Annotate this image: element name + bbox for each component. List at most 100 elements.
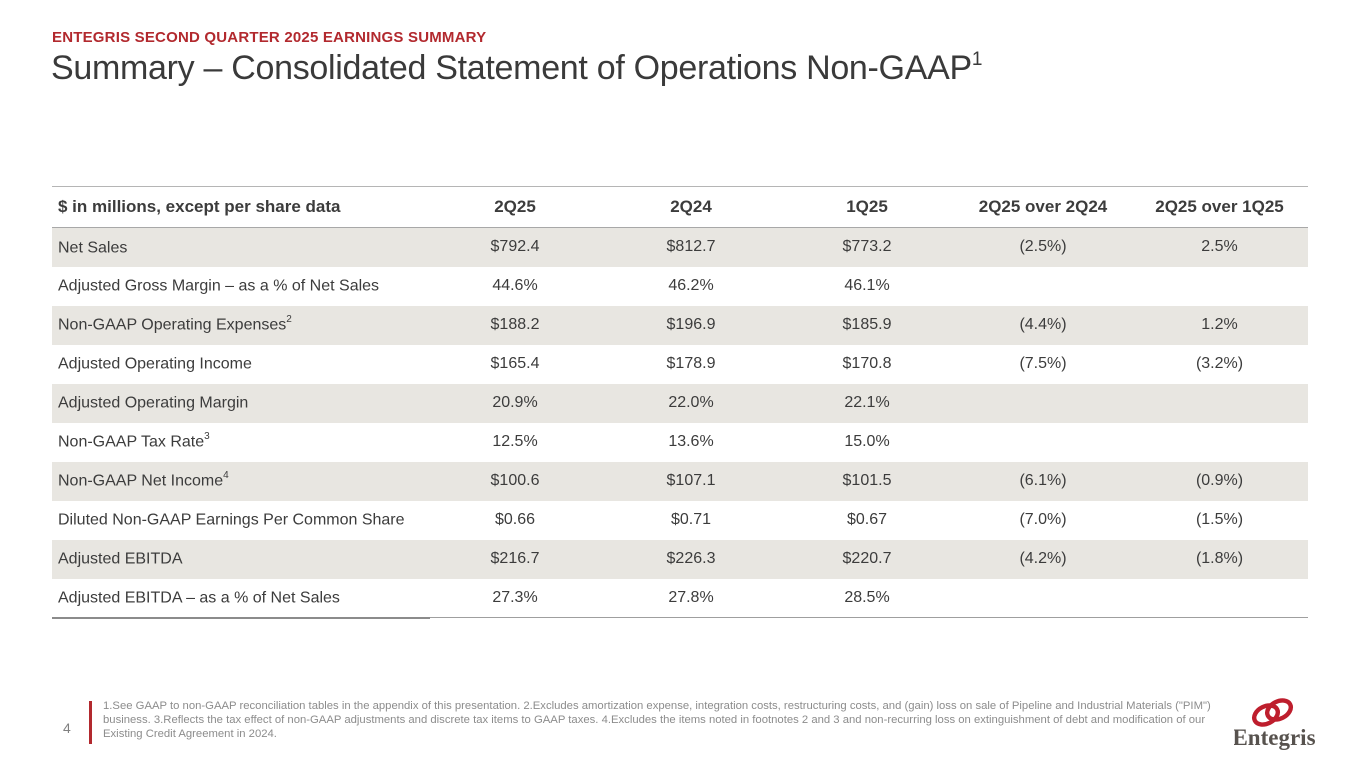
row-label-cell: Diluted Non-GAAP Earnings Per Common Sha… bbox=[52, 501, 427, 540]
cell-2q24: $812.7 bbox=[666, 238, 716, 256]
cell-2q25: $100.6 bbox=[490, 472, 540, 489]
entegris-wordmark: Entegris bbox=[1234, 725, 1316, 750]
cell-1q25: $773.2 bbox=[842, 238, 892, 256]
cell-2q24: $0.71 bbox=[670, 511, 712, 528]
cell-1q25: $185.9 bbox=[842, 316, 892, 333]
table-row: Adjusted Operating Income $165.4 $178.9 … bbox=[52, 345, 1308, 384]
row-label: Adjusted Operating Income bbox=[58, 355, 252, 373]
cell-1q25: 46.1% bbox=[844, 277, 890, 294]
table-header-row: $ in millions, except per share data 2Q2… bbox=[52, 186, 1308, 228]
cell-2q24: $107.1 bbox=[666, 472, 716, 489]
row-label: Adjusted Gross Margin – as a % of Net Sa… bbox=[58, 277, 380, 295]
row-label-cell: Adjusted EBITDA – as a % of Net Sales bbox=[52, 578, 427, 618]
statement-of-operations-table: $ in millions, except per share data 2Q2… bbox=[52, 186, 1308, 618]
footnotes-text: 1.See GAAP to non-GAAP reconciliation ta… bbox=[103, 700, 1211, 740]
cell-2q25: $188.2 bbox=[490, 316, 540, 333]
cell-qoq bbox=[1131, 267, 1308, 306]
cell-2q25: $792.4 bbox=[490, 238, 540, 256]
financial-summary-table: $ in millions, except per share data 2Q2… bbox=[52, 186, 1308, 619]
cell-2q25: $216.7 bbox=[490, 550, 540, 567]
footer-accent-bar bbox=[89, 701, 92, 744]
table-row: Non-GAAP Tax Rate3 12.5% 13.6% 15.0% bbox=[52, 423, 1308, 462]
cell-yoy bbox=[955, 578, 1131, 618]
page-number: 4 bbox=[63, 720, 71, 736]
footnote-ref: 4 bbox=[223, 470, 229, 482]
cell-qoq bbox=[1131, 423, 1308, 462]
row-label: Adjusted EBITDA – as a % of Net Sales bbox=[58, 589, 340, 607]
row-label-cell: Adjusted Operating Margin bbox=[52, 384, 427, 423]
cell-2q24: 27.8% bbox=[603, 578, 779, 618]
table-row: Adjusted EBITDA $216.7 $226.3 $220.7 (4.… bbox=[52, 539, 1308, 579]
cell-2q25: 12.5% bbox=[492, 433, 538, 450]
cell-2q24: 46.2% bbox=[668, 277, 714, 294]
table-row: Adjusted EBITDA – as a % of Net Sales 27… bbox=[52, 578, 1308, 618]
cell-qoq: (1.8%) bbox=[1195, 550, 1244, 567]
cell-2q24: $226.3 bbox=[666, 550, 716, 567]
cell-1q25: $101.5 bbox=[842, 472, 892, 489]
cell-yoy: (6.1%) bbox=[1019, 472, 1067, 489]
cell-qoq: 2.5% bbox=[1201, 238, 1238, 256]
eyebrow-heading: ENTEGRIS SECOND QUARTER 2025 EARNINGS SU… bbox=[52, 29, 487, 46]
cell-yoy bbox=[955, 384, 1131, 423]
row-label-cell: Non-GAAP Operating Expenses2 bbox=[52, 306, 427, 345]
cell-2q25: 27.3% bbox=[427, 578, 603, 618]
cell-qoq bbox=[1131, 578, 1308, 618]
row-label-cell: Non-GAAP Net Income4 bbox=[52, 462, 427, 501]
row-label: Non-GAAP Operating Expenses bbox=[58, 316, 287, 334]
entegris-logo: Entegris bbox=[1232, 698, 1318, 752]
row-label-cell: Net Sales bbox=[52, 228, 427, 267]
table-row: Non-GAAP Net Income4 $100.6 $107.1 $101.… bbox=[52, 461, 1308, 501]
row-label: Diluted Non-GAAP Earnings Per Common Sha… bbox=[58, 511, 405, 529]
row-label-cell: Adjusted Operating Income bbox=[52, 345, 427, 384]
cell-yoy bbox=[955, 267, 1131, 306]
table-row: Diluted Non-GAAP Earnings Per Common Sha… bbox=[52, 501, 1308, 540]
page-title-text: Summary – Consolidated Statement of Oper… bbox=[51, 49, 972, 87]
cell-2q25: 44.6% bbox=[492, 277, 538, 294]
cell-yoy: (7.0%) bbox=[1019, 511, 1067, 528]
footnote-ref: 3 bbox=[204, 431, 210, 443]
row-label-cell: Non-GAAP Tax Rate3 bbox=[52, 423, 427, 462]
cell-1q25: 15.0% bbox=[844, 433, 890, 450]
title-footnote-ref: 1 bbox=[971, 48, 983, 70]
cell-qoq bbox=[1131, 384, 1308, 423]
cell-qoq: (3.2%) bbox=[1195, 355, 1244, 372]
row-label: Non-GAAP Tax Rate bbox=[58, 433, 205, 451]
row-label: Net Sales bbox=[58, 238, 128, 256]
table-row: Adjusted Operating Margin 20.9% 22.0% 22… bbox=[52, 383, 1308, 423]
col-header-metric: $ in millions, except per share data bbox=[52, 186, 427, 228]
cell-1q25: $170.8 bbox=[842, 355, 892, 372]
cell-2q24: $196.9 bbox=[666, 316, 716, 333]
col-header-2q25-over-1q25: 2Q25 over 1Q25 bbox=[1131, 186, 1308, 228]
cell-1q25: $220.7 bbox=[842, 550, 892, 567]
table-row: Net Sales $792.4 $812.7 $773.2 (2.5%) 2.… bbox=[52, 227, 1308, 267]
row-label: Adjusted Operating Margin bbox=[58, 394, 249, 412]
footnote-ref: 2 bbox=[286, 314, 292, 326]
col-header-1q25: 1Q25 bbox=[779, 186, 955, 228]
cell-yoy bbox=[955, 423, 1131, 462]
row-label-cell: Adjusted EBITDA bbox=[52, 540, 427, 579]
cell-2q24: $178.9 bbox=[666, 355, 716, 372]
label-column-underline bbox=[52, 617, 430, 619]
table-row: Adjusted Gross Margin – as a % of Net Sa… bbox=[52, 267, 1308, 306]
cell-qoq: 1.2% bbox=[1201, 316, 1238, 333]
cell-qoq: (0.9%) bbox=[1195, 472, 1244, 489]
table-row: Non-GAAP Operating Expenses2 $188.2 $196… bbox=[52, 305, 1308, 345]
cell-yoy: (4.2%) bbox=[1019, 550, 1067, 567]
cell-1q25: 28.5% bbox=[779, 578, 955, 618]
cell-2q25: $0.66 bbox=[494, 511, 536, 528]
row-label: Non-GAAP Net Income bbox=[58, 472, 224, 490]
cell-1q25: 22.1% bbox=[844, 394, 890, 411]
cell-yoy: (2.5%) bbox=[1019, 238, 1067, 256]
cell-2q25: $165.4 bbox=[490, 355, 540, 372]
cell-2q25: 20.9% bbox=[492, 394, 538, 411]
cell-2q24: 22.0% bbox=[668, 394, 714, 411]
row-label: Adjusted EBITDA bbox=[58, 550, 183, 568]
cell-yoy: (7.5%) bbox=[1019, 355, 1067, 372]
cell-yoy: (4.4%) bbox=[1019, 316, 1067, 333]
col-header-2q24: 2Q24 bbox=[603, 186, 779, 228]
page-title: Summary – Consolidated Statement of Oper… bbox=[51, 49, 982, 88]
col-header-2q25: 2Q25 bbox=[427, 186, 603, 228]
entegris-rings-icon: Entegris bbox=[1232, 698, 1316, 750]
cell-2q24: 13.6% bbox=[668, 433, 714, 450]
cell-1q25: $0.67 bbox=[846, 511, 888, 528]
